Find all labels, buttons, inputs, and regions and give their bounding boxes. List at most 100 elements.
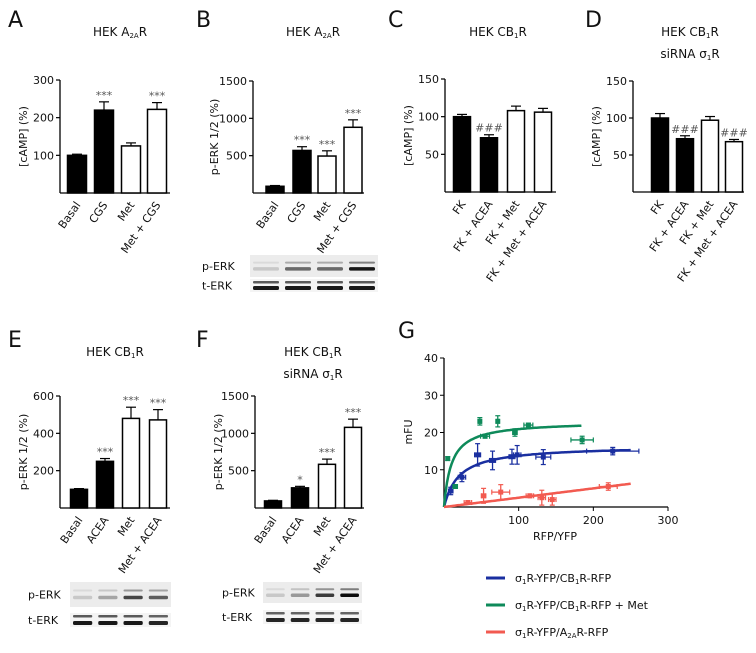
y-tick-label: 50 bbox=[613, 149, 627, 162]
blot-band bbox=[340, 618, 359, 622]
marker bbox=[445, 456, 451, 462]
data-point bbox=[457, 472, 467, 483]
category-label: Met bbox=[115, 199, 138, 224]
bar bbox=[675, 137, 695, 193]
blot-band bbox=[73, 589, 93, 592]
bar bbox=[290, 487, 310, 509]
y-tick-label: 500 bbox=[226, 150, 247, 163]
blot-band bbox=[285, 286, 311, 290]
significance-label: ### bbox=[671, 123, 699, 136]
panel-title: siRNA σ1R bbox=[660, 47, 719, 62]
bar bbox=[121, 417, 141, 509]
marker bbox=[539, 495, 545, 501]
panel-title: siRNA σ1R bbox=[283, 367, 342, 382]
blot-band bbox=[266, 593, 285, 598]
panel-title: HEK CB1R bbox=[284, 345, 342, 360]
data-point bbox=[523, 422, 534, 428]
blot-band bbox=[290, 593, 310, 598]
blot-band bbox=[266, 612, 285, 615]
panel-G: G 10 20 30 40 100 200 300 RFP/YFP mFU σ1R-YFP/CB1R… bbox=[398, 319, 679, 640]
blot-label: t-ERK bbox=[222, 611, 253, 624]
blot-band bbox=[98, 595, 118, 600]
significance-label: *** bbox=[294, 134, 311, 147]
blot-label: t-ERK bbox=[202, 280, 233, 293]
bar bbox=[120, 145, 142, 194]
y-tick-label: 400 bbox=[33, 427, 54, 440]
bar bbox=[263, 500, 283, 509]
blot-band bbox=[285, 261, 311, 264]
blot-band bbox=[148, 595, 168, 600]
y-tick-label: 600 bbox=[33, 390, 54, 403]
blot-strip bbox=[250, 279, 378, 292]
blot-band bbox=[123, 615, 143, 618]
data-point bbox=[452, 484, 459, 490]
panel-A: A HEK A2AR 100 200 300 [cAMP] (%) Basal *** CGS M… bbox=[8, 8, 170, 256]
y-tick-label: 150 bbox=[418, 73, 439, 86]
significance-label: *** bbox=[345, 107, 362, 120]
blot-band bbox=[317, 261, 343, 264]
marker bbox=[481, 493, 487, 499]
y-tick-label: 500 bbox=[228, 465, 249, 478]
y-tick-label: 10 bbox=[424, 464, 438, 477]
blot-band bbox=[340, 612, 359, 615]
blot-strip bbox=[263, 582, 362, 603]
marker bbox=[495, 418, 501, 424]
blot-strip bbox=[250, 255, 378, 277]
marker bbox=[459, 474, 465, 480]
panel-letter: C bbox=[388, 8, 403, 33]
panel-F: F HEK CB1R siRNA σ1R 500 1000 1500 p-ERK 1/2 (… bbox=[196, 328, 364, 624]
category-label: Basal bbox=[252, 514, 280, 546]
significance-label: *** bbox=[96, 89, 113, 102]
panel-letter: D bbox=[585, 8, 602, 33]
bar bbox=[343, 426, 363, 509]
blot-band bbox=[123, 621, 143, 625]
marker bbox=[610, 448, 616, 454]
y-axis-label: p-ERK 1/2 (%) bbox=[17, 414, 30, 491]
y-tick-label: 1000 bbox=[221, 427, 249, 440]
x-tick-label: 300 bbox=[658, 514, 679, 527]
y-tick-label: 40 bbox=[424, 352, 438, 365]
y-axis-label: [cAMP] (%) bbox=[17, 106, 30, 167]
x-axis-label: RFP/YFP bbox=[533, 530, 577, 543]
blot-band bbox=[73, 595, 93, 600]
panel-title: HEK CB1R bbox=[86, 345, 144, 360]
data-point bbox=[491, 484, 511, 501]
y-axis-label: p-ERK 1/2 (%) bbox=[212, 414, 225, 491]
bar bbox=[66, 154, 88, 194]
data-point bbox=[535, 449, 552, 466]
y-tick-label: 200 bbox=[33, 465, 54, 478]
y-tick-label: 50 bbox=[425, 148, 439, 161]
marker bbox=[605, 484, 611, 490]
x-tick-label: 100 bbox=[508, 514, 529, 527]
bar bbox=[317, 155, 337, 194]
category-label: CGS bbox=[87, 199, 111, 225]
data-point bbox=[477, 417, 483, 426]
marker bbox=[509, 454, 515, 460]
marker bbox=[525, 422, 531, 428]
blot-label: p-ERK bbox=[202, 260, 236, 273]
y-axis-label: [cAMP] (%) bbox=[590, 106, 603, 167]
data-point bbox=[512, 428, 518, 437]
bar bbox=[265, 185, 285, 194]
bar bbox=[452, 115, 472, 193]
bar bbox=[700, 119, 720, 193]
bar bbox=[724, 140, 744, 193]
bar bbox=[479, 137, 499, 193]
significance-label: *** bbox=[149, 90, 166, 103]
blot-band bbox=[123, 589, 143, 592]
bar bbox=[148, 419, 168, 509]
bar bbox=[93, 109, 115, 194]
blot-band bbox=[148, 615, 168, 618]
blot-band bbox=[290, 618, 310, 622]
marker bbox=[549, 497, 555, 503]
significance-label: ### bbox=[475, 122, 503, 135]
fit-curve bbox=[442, 424, 582, 508]
panel-letter: B bbox=[196, 8, 211, 33]
blot-band bbox=[148, 621, 168, 625]
y-tick-label: 100 bbox=[33, 149, 54, 162]
blot-band bbox=[315, 612, 335, 615]
blot-band bbox=[315, 588, 335, 591]
blot-band bbox=[340, 588, 359, 591]
series-1 bbox=[442, 415, 594, 508]
